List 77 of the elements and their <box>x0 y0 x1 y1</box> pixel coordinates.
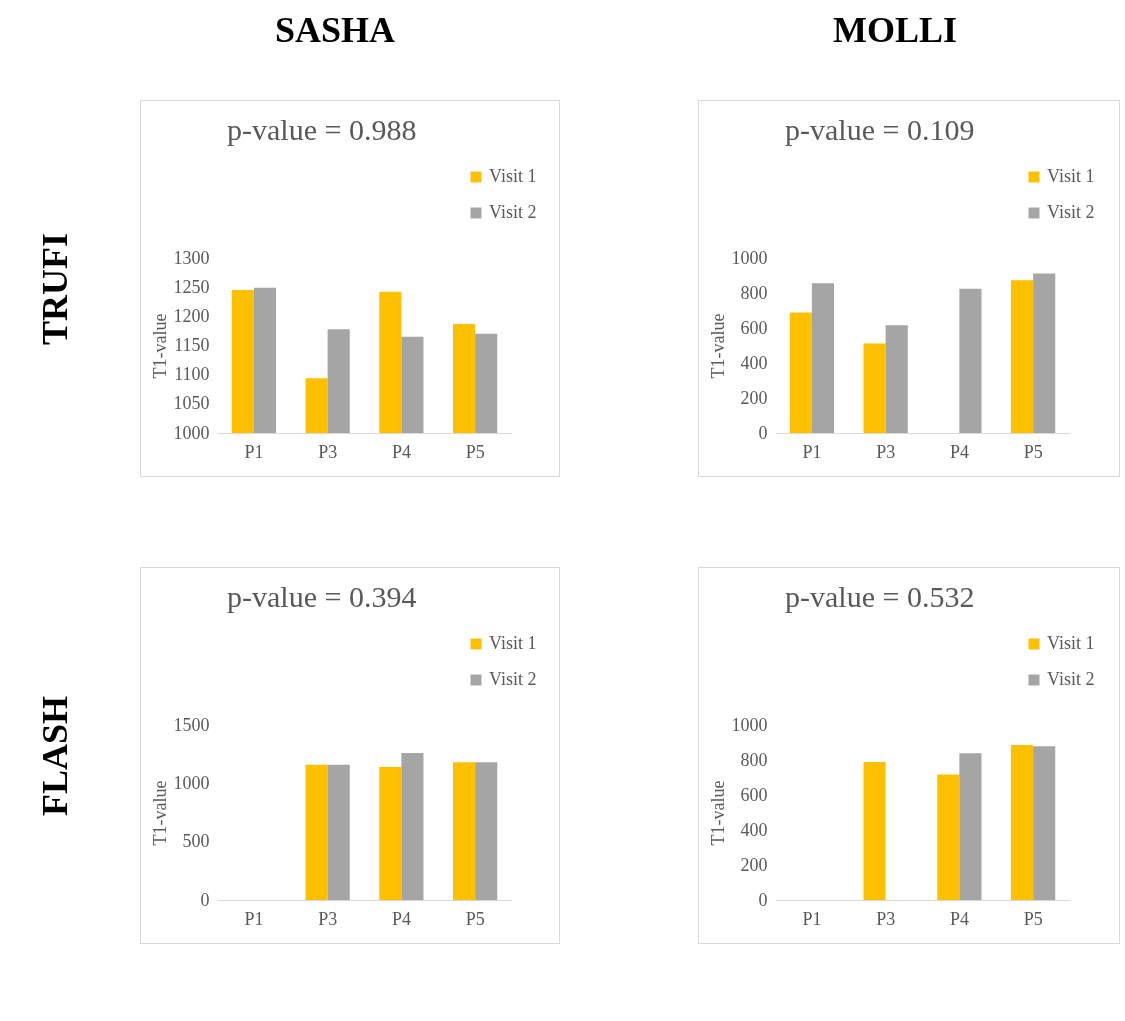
bar <box>453 762 476 900</box>
bar <box>811 283 834 433</box>
x-tick-label: P4 <box>949 441 969 462</box>
chart-title: SASHA <box>273 9 396 52</box>
y-tick-label: 800 <box>740 749 768 770</box>
x-tick-label: P3 <box>318 908 338 929</box>
y-axis-title: T1-value <box>149 780 170 846</box>
x-tick-label: P5 <box>465 441 485 462</box>
text: p-value = 0.394 <box>227 580 417 613</box>
bar <box>789 312 812 433</box>
y-tick-label: 1250 <box>173 276 210 297</box>
y-tick-label: 1000 <box>173 422 210 443</box>
text: TRUFI <box>34 232 76 345</box>
x-tick-label: P5 <box>1023 908 1043 929</box>
x-tick-label: P3 <box>876 441 896 462</box>
y-tick-label: 500 <box>182 831 210 852</box>
y-tick-label: 1500 <box>173 714 210 735</box>
x-tick-label: P1 <box>244 441 264 462</box>
legend-label: Visit 1 <box>489 166 537 186</box>
bar <box>1010 744 1034 900</box>
x-tick-label: P5 <box>465 908 485 929</box>
legend-label: Visit 2 <box>489 669 537 689</box>
y-tick-label: 1000 <box>173 772 210 793</box>
bar <box>959 753 982 900</box>
text: p-value = 0.109 <box>784 113 975 146</box>
text: p-value = 0.988 <box>227 113 417 146</box>
x-tick-label: P4 <box>391 441 411 462</box>
y-axis-title: T1-value <box>707 780 728 846</box>
y-tick-label: 1000 <box>731 247 768 268</box>
y-axis-title: T1-value <box>707 313 728 379</box>
y-axis-title: T1-value <box>149 313 170 379</box>
text: FLASH <box>34 695 76 816</box>
legend-label: Visit 1 <box>1046 633 1095 653</box>
y-tick-label: 200 <box>740 387 768 408</box>
legend-label: Visit 2 <box>489 202 537 222</box>
bar <box>885 325 908 433</box>
bar <box>863 761 886 900</box>
x-tick-label: P1 <box>244 908 264 929</box>
bar <box>1010 280 1034 433</box>
bar <box>401 753 424 900</box>
x-tick-label: P3 <box>318 441 338 462</box>
x-tick-label: P4 <box>391 908 411 929</box>
y-tick-label: 1000 <box>731 714 768 735</box>
y-tick-label: 800 <box>740 282 768 303</box>
chart-title: MOLLI <box>832 9 958 52</box>
y-tick-label: 400 <box>740 819 768 840</box>
x-tick-label: P3 <box>876 908 896 929</box>
y-tick-label: 200 <box>740 854 768 875</box>
y-tick-label: 1050 <box>173 393 210 414</box>
text: p-value = 0.532 <box>784 580 975 613</box>
bar <box>937 774 960 900</box>
x-tick-label: P5 <box>1023 441 1043 462</box>
bar <box>863 343 886 433</box>
legend-label: Visit 2 <box>1046 669 1095 689</box>
legend-label: Visit 1 <box>1046 166 1095 186</box>
bar <box>959 288 982 433</box>
y-tick-label: 1100 <box>174 364 210 385</box>
bar <box>475 762 498 900</box>
bar <box>1033 273 1056 433</box>
legend-label: Visit 1 <box>489 633 537 653</box>
legend-label: Visit 2 <box>1046 202 1095 222</box>
x-tick-label: P1 <box>802 441 822 462</box>
y-tick-label: 0 <box>758 889 768 910</box>
y-tick-label: 1300 <box>173 247 210 268</box>
y-tick-label: 1150 <box>174 335 210 355</box>
bar <box>305 764 328 900</box>
bar <box>1033 746 1056 900</box>
bar <box>327 764 350 900</box>
bar <box>379 767 402 900</box>
y-tick-label: 0 <box>200 889 210 910</box>
y-tick-label: 400 <box>740 352 768 373</box>
y-tick-label: 600 <box>740 317 768 338</box>
y-tick-label: 0 <box>758 422 768 443</box>
x-tick-label: P4 <box>949 908 969 929</box>
x-tick-label: P1 <box>802 908 822 929</box>
y-tick-label: 1200 <box>173 305 210 326</box>
y-tick-label: 600 <box>740 784 768 805</box>
